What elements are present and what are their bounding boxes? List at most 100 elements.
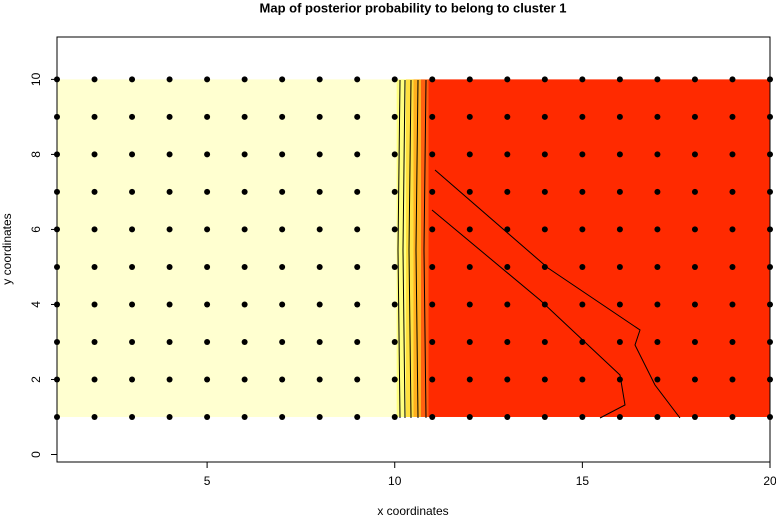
point xyxy=(466,338,473,345)
contour-lines xyxy=(397,79,681,419)
point xyxy=(466,301,473,308)
point xyxy=(279,413,286,420)
heatmap xyxy=(57,79,770,417)
point xyxy=(691,413,698,420)
point xyxy=(729,76,736,83)
point xyxy=(616,188,623,195)
point xyxy=(129,226,136,233)
point xyxy=(354,263,361,270)
point xyxy=(654,301,661,308)
point xyxy=(279,76,286,83)
x-tick-label: 20 xyxy=(763,474,776,488)
point xyxy=(691,76,698,83)
point xyxy=(691,263,698,270)
y-tick-label: 0 xyxy=(29,451,43,458)
point xyxy=(391,301,398,308)
point xyxy=(241,413,248,420)
point xyxy=(466,413,473,420)
point xyxy=(391,338,398,345)
point xyxy=(279,151,286,158)
y-tick-label: 8 xyxy=(29,151,43,158)
point xyxy=(91,188,98,195)
point xyxy=(354,76,361,83)
point xyxy=(204,151,211,158)
point xyxy=(654,113,661,120)
contour xyxy=(402,79,406,419)
heat-cell xyxy=(413,79,422,417)
point xyxy=(129,113,136,120)
point xyxy=(466,76,473,83)
point xyxy=(466,188,473,195)
point xyxy=(129,151,136,158)
point xyxy=(729,376,736,383)
point xyxy=(654,263,661,270)
point xyxy=(354,151,361,158)
point xyxy=(91,113,98,120)
point xyxy=(466,376,473,383)
point xyxy=(91,301,98,308)
point xyxy=(579,151,586,158)
point xyxy=(204,113,211,120)
point xyxy=(391,226,398,233)
point xyxy=(579,76,586,83)
point xyxy=(541,151,548,158)
point xyxy=(729,226,736,233)
point xyxy=(316,151,323,158)
point xyxy=(129,338,136,345)
point xyxy=(616,226,623,233)
point xyxy=(279,226,286,233)
point xyxy=(504,413,511,420)
point xyxy=(166,263,173,270)
point xyxy=(579,113,586,120)
point xyxy=(504,188,511,195)
point xyxy=(579,263,586,270)
point xyxy=(654,76,661,83)
point xyxy=(691,113,698,120)
point xyxy=(729,188,736,195)
point xyxy=(729,263,736,270)
point xyxy=(354,301,361,308)
plot-frame xyxy=(56,36,771,463)
point xyxy=(279,188,286,195)
point xyxy=(166,151,173,158)
point xyxy=(429,113,436,120)
point xyxy=(316,76,323,83)
point xyxy=(691,226,698,233)
contour xyxy=(415,79,419,419)
point xyxy=(616,76,623,83)
point xyxy=(616,413,623,420)
point xyxy=(579,301,586,308)
point xyxy=(129,301,136,308)
point xyxy=(279,376,286,383)
point xyxy=(241,338,248,345)
point xyxy=(166,413,173,420)
point xyxy=(316,338,323,345)
point xyxy=(166,301,173,308)
contour xyxy=(434,169,681,419)
point xyxy=(129,413,136,420)
point xyxy=(91,263,98,270)
point xyxy=(541,263,548,270)
point xyxy=(541,113,548,120)
y-axis-label: y coordinates xyxy=(0,213,14,284)
point xyxy=(354,338,361,345)
point xyxy=(316,113,323,120)
point xyxy=(204,188,211,195)
points xyxy=(54,76,773,420)
y-tick-label: 6 xyxy=(29,226,43,233)
x-axis-label: x coordinates xyxy=(377,504,448,518)
point xyxy=(504,376,511,383)
heat-cell xyxy=(57,79,397,417)
point xyxy=(616,301,623,308)
point xyxy=(616,263,623,270)
point xyxy=(504,226,511,233)
point xyxy=(616,113,623,120)
point xyxy=(204,413,211,420)
point xyxy=(391,76,398,83)
point xyxy=(579,226,586,233)
heat-cell xyxy=(396,79,406,417)
point xyxy=(579,338,586,345)
point xyxy=(204,301,211,308)
point xyxy=(691,338,698,345)
point xyxy=(691,151,698,158)
